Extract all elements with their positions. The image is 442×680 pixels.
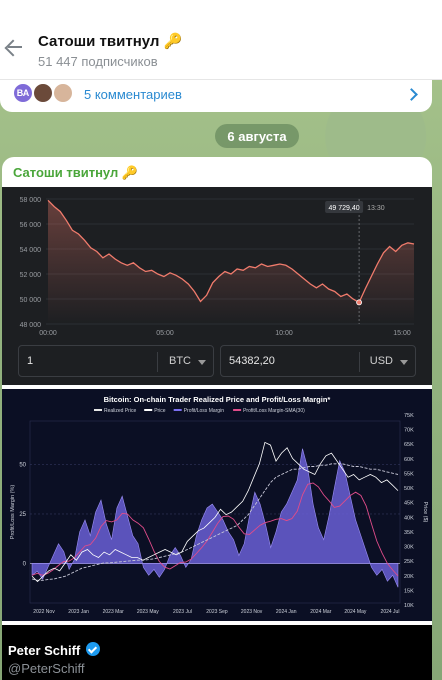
amount-field[interactable]: 1 BTC — [18, 345, 214, 377]
chevron-right-icon — [405, 88, 418, 101]
avatar — [32, 82, 54, 104]
y-right-tick: 30K — [404, 545, 414, 551]
channel-post: Сатоши твитнул 🔑 58 000 56 000 54 000 52 00… — [2, 157, 432, 680]
verified-badge-icon — [86, 642, 100, 656]
y-tick-label: 52 000 — [20, 272, 42, 279]
price-line — [47, 199, 415, 304]
y-right-tick: 65K — [404, 442, 414, 448]
tweet-preview[interactable]: Peter Schiff @PeterSchiff — [2, 625, 432, 680]
dropdown-arrow-icon — [400, 360, 408, 365]
price-line — [31, 441, 399, 583]
y-right-tick: 50K — [404, 486, 414, 492]
y-right-tick: 35K — [404, 530, 414, 536]
y-tick-label: 56 000 — [20, 222, 42, 229]
x-tick-label: 2023 Sep — [206, 609, 228, 615]
avatar: ВА — [12, 82, 34, 104]
y-tick-label: 50 000 — [20, 297, 42, 304]
x-tick-label: 2023 Jul — [173, 609, 192, 615]
y-right-tick: 75K — [404, 413, 414, 419]
y-tick-label: 54 000 — [20, 247, 42, 254]
x-tick-label: 2024 Jul — [381, 609, 400, 615]
divider — [157, 352, 158, 372]
margin-sma-line — [31, 482, 399, 577]
dropdown-arrow-icon — [198, 360, 206, 365]
y-right-tick: 10K — [404, 603, 414, 609]
legend-label: Profit/Loss Margin-SMA(30) — [243, 408, 305, 414]
avatar — [52, 82, 74, 104]
tooltip-value: 49 729,40 — [329, 205, 360, 212]
comments-bar[interactable]: ВА 5 комментариев — [0, 80, 432, 112]
y-right-tick: 70K — [404, 428, 414, 434]
legend-swatch — [173, 409, 182, 411]
comments-link[interactable]: 5 комментариев — [84, 87, 182, 102]
x-tick-label: 00:00 — [39, 330, 57, 337]
y-tick-label: 58 000 — [20, 197, 42, 204]
y-left-label: Profit/Loss Margin (%) — [10, 485, 16, 540]
x-tick-label: 15:00 — [393, 330, 411, 337]
y-left-tick: 25 — [19, 512, 26, 518]
subscriber-count: 51 447 подписчиков — [38, 54, 158, 69]
x-tick-label: 10:00 — [275, 330, 293, 337]
result-value: 54382,20 — [229, 355, 275, 367]
tooltip-box — [325, 201, 364, 213]
y-tick-label: 48 000 — [20, 322, 42, 329]
legend-swatch — [233, 409, 242, 411]
y-right-tick: 45K — [404, 501, 414, 507]
x-tick-label: 2023 Nov — [241, 609, 263, 615]
y-left-tick: 0 — [23, 561, 27, 567]
result-field[interactable]: 54382,20 USD — [220, 345, 416, 377]
onchain-chart-image[interactable]: Bitcoin: On-chain Trader Realized Price … — [2, 389, 432, 621]
tooltip-time: 13:30 — [367, 205, 385, 212]
divider — [359, 352, 360, 372]
to-unit-select[interactable]: USD — [369, 355, 393, 367]
x-tick-label: 2022 Nov — [33, 609, 55, 615]
legend-swatch — [94, 409, 102, 411]
x-tick-label: 2023 Jan — [68, 609, 89, 615]
date-separator: 6 августа — [215, 124, 299, 148]
legend-label: Price — [154, 408, 166, 414]
y-right-tick: 15K — [404, 588, 414, 594]
onchain-margin-chart: Bitcoin: On-chain Trader Realized Price … — [10, 395, 428, 615]
y-right-tick: 60K — [404, 457, 414, 463]
hover-point — [356, 299, 363, 306]
legend-swatch — [144, 409, 153, 411]
realized-price-line — [31, 463, 399, 581]
x-tick-label: 2023 Mar — [103, 609, 124, 615]
legend-label: Profit/Loss Margin — [184, 408, 225, 414]
tweet-author-handle: @PeterSchiff — [8, 661, 85, 676]
back-arrow-icon[interactable] — [4, 38, 22, 56]
from-unit-select[interactable]: BTC — [169, 355, 191, 367]
btc-price-widget: 58 000 56 000 54 000 52 000 50 000 48 000 00:0… — [2, 187, 432, 385]
x-tick-label: 2024 May — [344, 609, 366, 615]
y-right-tick: 55K — [404, 471, 414, 477]
y-right-tick: 20K — [404, 574, 414, 580]
channel-header: Сатоши твитнул 🔑 51 447 подписчиков — [0, 0, 442, 80]
amount-value: 1 — [27, 355, 34, 367]
legend-label: Realized Price — [104, 408, 136, 414]
plot-frame — [29, 420, 401, 604]
tweet-author-name: Peter Schiff — [8, 643, 81, 658]
x-tick-label: 2024 Mar — [310, 609, 331, 615]
btc-price-chart: 58 000 56 000 54 000 52 000 50 000 48 00000:0… — [20, 197, 415, 337]
x-tick-label: 2024 Jan — [276, 609, 297, 615]
x-tick-label: 05:00 — [156, 330, 174, 337]
y-left-tick: 50 — [19, 463, 26, 469]
y-right-tick: 25K — [404, 559, 414, 565]
channel-title[interactable]: Сатоши твитнул 🔑 — [38, 33, 183, 50]
chart-title: Bitcoin: On-chain Trader Realized Price … — [104, 395, 331, 404]
y-right-tick: 40K — [404, 515, 414, 521]
x-tick-label: 2023 May — [137, 609, 159, 615]
y-right-label: Price ($) — [422, 502, 428, 523]
post-author[interactable]: Сатоши твитнул 🔑 — [13, 165, 139, 180]
price-area — [48, 200, 414, 324]
